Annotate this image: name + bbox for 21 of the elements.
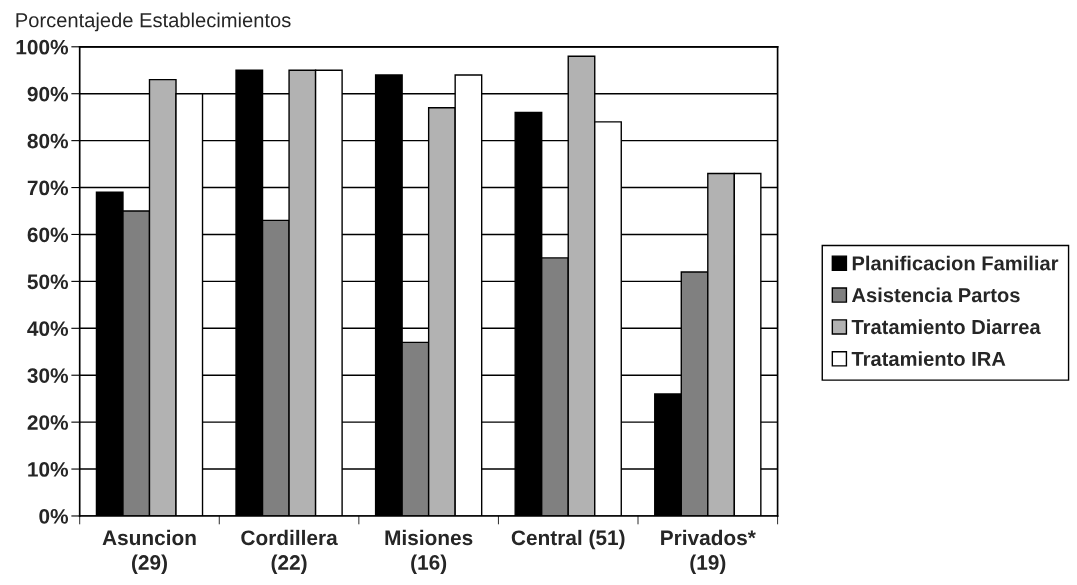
legend-label: Tratamiento IRA bbox=[851, 351, 1006, 367]
y-tick-label: 20% bbox=[27, 415, 69, 430]
legend-label: Planificacion Familiar bbox=[852, 255, 1059, 271]
y-axis-title: Porcentajede Establecimientos bbox=[16, 12, 291, 32]
x-tick-label: Asuncion (29) bbox=[102, 529, 196, 574]
y-tick-label: 90% bbox=[27, 86, 69, 102]
y-tick-label: 50% bbox=[27, 274, 69, 290]
legend-label: Tratamiento Diarrea bbox=[851, 319, 1041, 335]
y-tick-label: 30% bbox=[27, 368, 69, 383]
y-tick-label: 0% bbox=[39, 508, 69, 524]
y-tick-label: 100% bbox=[16, 39, 69, 55]
x-tick-label: Privados* (19) bbox=[661, 529, 756, 574]
y-tick-label: 40% bbox=[27, 321, 69, 337]
legend-label: Asistencia Partos bbox=[851, 287, 1020, 303]
y-tick-label: 60% bbox=[27, 227, 69, 243]
x-tick-label: Misiones (16) bbox=[385, 529, 473, 574]
y-tick-label: 80% bbox=[27, 133, 69, 149]
x-tick-label: Cordillera (22) bbox=[241, 529, 338, 574]
x-tick-label: Central (51) bbox=[511, 529, 625, 550]
y-tick-label: 10% bbox=[28, 462, 69, 477]
y-tick-label: 70% bbox=[27, 180, 69, 196]
